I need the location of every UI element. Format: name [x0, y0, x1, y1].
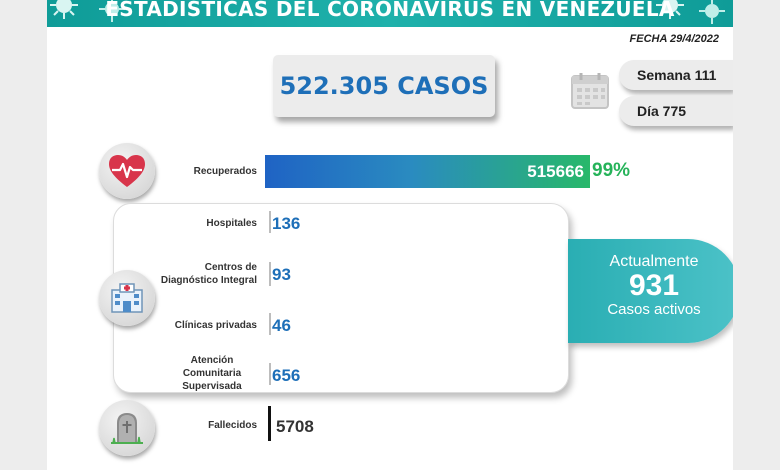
header-banner: ESTADÍSTICAS DEL CORONAVIRUS EN VENEZUEL…: [47, 0, 733, 27]
location-label-hospitales: Hospitales: [206, 218, 257, 229]
active-cases-line3: Casos activos: [607, 301, 701, 318]
location-label-clinicas: Clínicas privadas: [174, 320, 257, 331]
location-value-clinicas: 46: [272, 316, 291, 335]
location-tick: [269, 363, 271, 385]
location-value-cdi: 93: [272, 265, 291, 284]
deaths-value: 5708: [276, 417, 314, 436]
date-label: FECHA 29/4/2022: [629, 33, 719, 45]
recovered-value: 515666: [527, 161, 584, 181]
calendar-icon: [571, 73, 609, 109]
day-badge: Día 775: [619, 96, 733, 126]
deaths-icon-circle: [99, 400, 155, 456]
tombstone-icon: [111, 413, 143, 444]
active-cases-line1: Actualmente: [609, 253, 699, 270]
total-cases-value: 522.305 CASOS: [279, 72, 489, 100]
active-cases-number: 931: [628, 269, 680, 302]
header-title: ESTADÍSTICAS DEL CORONAVIRUS EN VENEZUEL…: [105, 0, 675, 21]
week-badge: Semana 111: [619, 60, 733, 90]
recovered-label: Recuperados: [193, 166, 257, 177]
location-tick: [269, 262, 271, 286]
hospital-icon: [111, 283, 143, 313]
heart-pulse-icon: [109, 155, 145, 187]
hospital-icon-circle: [99, 270, 155, 326]
total-cases-box: 522.305 CASOS: [273, 55, 495, 117]
location-tick: [269, 313, 271, 335]
location-tick: [269, 211, 271, 233]
deaths-marker: [268, 406, 271, 441]
virus-icon: [699, 0, 725, 24]
week-label: Semana 111: [637, 67, 717, 83]
infographic-page: ESTADÍSTICAS DEL CORONAVIRUS EN VENEZUEL…: [47, 0, 733, 470]
location-label-cdi: Centros de Diagnóstico Integral: [160, 262, 257, 286]
location-value-acs: 656: [272, 366, 301, 385]
recovered-bar: 515666: [265, 155, 590, 188]
recovered-icon-circle: [99, 143, 155, 199]
virus-icon: [50, 0, 78, 19]
locations-panel: [113, 203, 569, 393]
recovered-percent: 99%: [592, 160, 631, 181]
virus-icon: [656, 0, 684, 19]
location-value-hospitales: 136: [272, 214, 301, 233]
day-label: Día 775: [637, 103, 687, 119]
location-label-acs: Atención Comunitaria Supervisada: [182, 355, 242, 392]
virus-icon: [99, 0, 125, 22]
deaths-label: Fallecidos: [208, 420, 257, 431]
active-cases-badge: Actualmente 931 Casos activos: [568, 239, 733, 343]
